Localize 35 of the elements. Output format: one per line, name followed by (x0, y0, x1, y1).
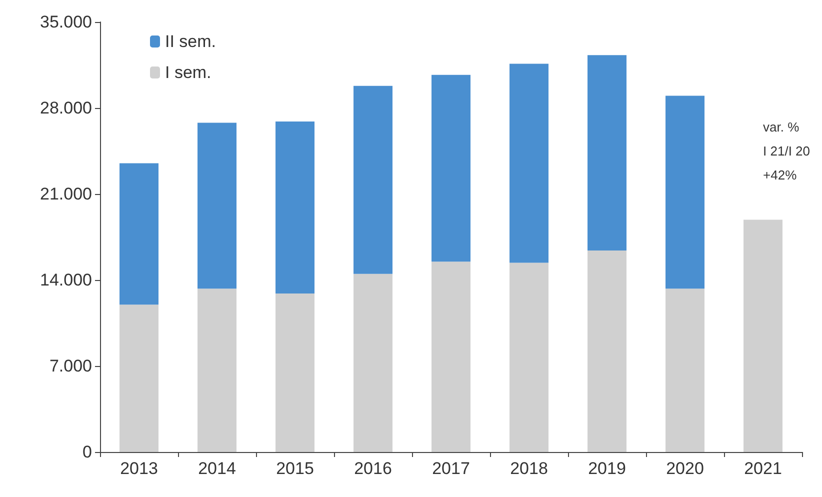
y-tick-label: 21.000 (40, 184, 92, 204)
x-tick-label: 2018 (510, 459, 548, 478)
x-tick-label: 2013 (120, 459, 158, 478)
bar (588, 250, 626, 452)
y-tick-label: 14.000 (40, 270, 92, 290)
x-tick-label: 2020 (666, 459, 704, 478)
bar (276, 122, 314, 294)
legend-label: II sem. (165, 32, 216, 51)
annotation: var. % I 21/I 20 +42% (763, 120, 810, 182)
y-tick-label: 35.000 (40, 12, 92, 32)
x-tick-label: 2021 (744, 459, 782, 478)
bar (276, 294, 314, 452)
x-tick-label: 2017 (432, 459, 470, 478)
x-tick-label: 2014 (198, 459, 236, 478)
bar (120, 163, 158, 305)
x-tick-label: 2016 (354, 459, 392, 478)
bar (510, 262, 548, 452)
x-tick-label: 2019 (588, 459, 626, 478)
x-tick-label: 2015 (276, 459, 314, 478)
bar (588, 55, 626, 251)
bar (354, 274, 392, 452)
bar (666, 288, 704, 452)
legend-label: I sem. (165, 63, 212, 82)
bar (120, 304, 158, 452)
bar (198, 288, 236, 452)
bar (198, 122, 236, 289)
y-tick-label: 7.000 (49, 356, 92, 376)
bar (510, 64, 548, 263)
bar (666, 96, 704, 289)
y-tick-label: 28.000 (40, 98, 92, 118)
bar (744, 220, 782, 452)
bar (354, 86, 392, 274)
bar (432, 262, 470, 452)
bar (432, 74, 470, 262)
y-tick-label: 0 (82, 442, 92, 462)
